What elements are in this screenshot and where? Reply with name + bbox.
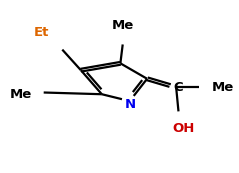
Text: Me: Me xyxy=(112,19,134,32)
Text: OH: OH xyxy=(172,122,194,135)
Text: C: C xyxy=(173,81,183,94)
Text: Et: Et xyxy=(34,26,49,39)
Text: N: N xyxy=(125,98,136,111)
Text: Me: Me xyxy=(212,81,234,94)
Text: Me: Me xyxy=(9,88,32,101)
